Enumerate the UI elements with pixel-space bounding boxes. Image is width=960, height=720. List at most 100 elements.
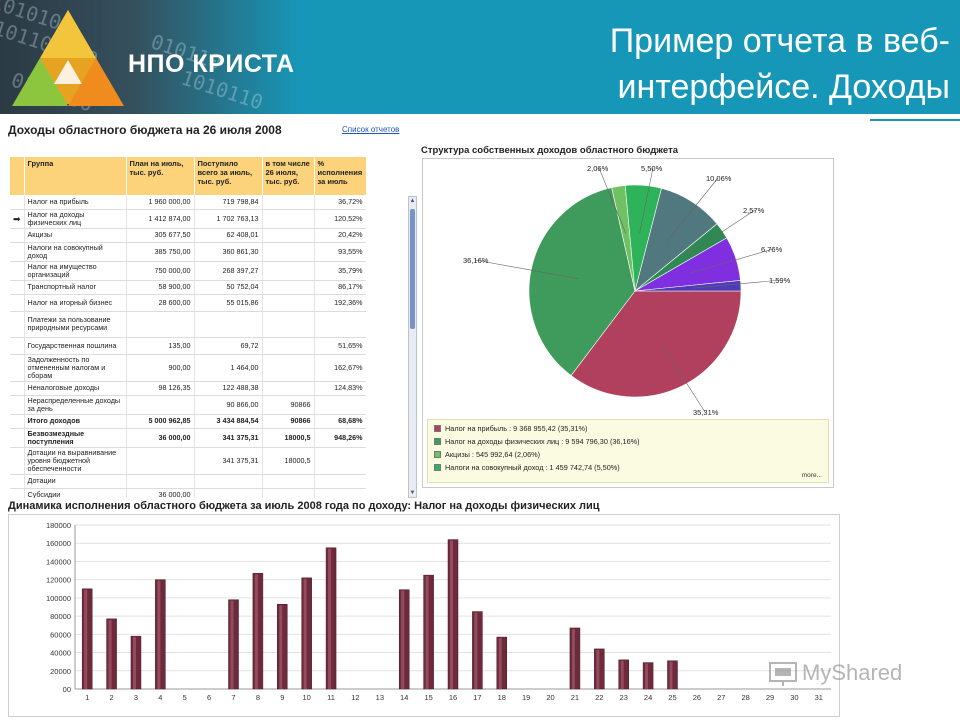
table-header-row: Группа План на июль, тыс. руб. Поступило… xyxy=(10,157,366,195)
row-day-value xyxy=(262,294,315,312)
table-row[interactable]: Нераспределенные доходы за день 90 866,00… xyxy=(10,395,366,415)
row-received-value: 122 488,38 xyxy=(194,381,263,396)
table-header-cell[interactable]: % исполнения за июль xyxy=(314,157,366,195)
table-row[interactable]: Субсидии 36 000,00 xyxy=(10,488,366,498)
table-header-marker xyxy=(10,157,25,195)
table-row[interactable]: Налог на игорный бизнес 28 600,00 55 015,8… xyxy=(10,294,366,312)
row-percent-value: 162,67% xyxy=(314,354,366,382)
row-marker-icon xyxy=(10,354,25,382)
legend-item[interactable]: Налоги на совокупный доход : 1 459 742,7… xyxy=(434,462,620,473)
row-marker-icon xyxy=(10,414,25,429)
row-plan-value xyxy=(126,311,195,338)
table-row[interactable]: Налог на имущество организаций 750 000,00… xyxy=(10,261,366,281)
table-header-cell[interactable]: Группа xyxy=(24,157,127,195)
row-day-value xyxy=(262,474,315,489)
logo-text: НПО КРИСТА xyxy=(128,50,295,78)
pie-slice[interactable] xyxy=(634,280,742,292)
table-header-cell[interactable]: Поступило всего за июль, тыс. руб. xyxy=(194,157,263,195)
x-tick-label: 7 xyxy=(231,693,235,702)
reports-list-link[interactable]: Список отчетов xyxy=(342,125,400,134)
pie-slice-label: 2,06% xyxy=(587,164,609,173)
report-title: Доходы областного бюджета на 26 июля 200… xyxy=(8,123,282,137)
pie-slice[interactable] xyxy=(570,290,742,398)
x-tick-label: 10 xyxy=(303,693,311,702)
row-received-value: 62 408,01 xyxy=(194,228,263,243)
y-tick-label: 120000 xyxy=(46,576,71,585)
legend-item[interactable]: Налог на доходы физических лиц : 9 594 7… xyxy=(434,436,640,447)
table-row[interactable]: Дотации на выравнивание уровня бюджетной… xyxy=(10,447,366,475)
row-percent-value: 124,83% xyxy=(314,381,366,396)
row-marker-icon xyxy=(10,474,25,489)
row-plan-value: 305 677,50 xyxy=(126,228,195,243)
table-row[interactable]: Платежи за пользование природными ресурс… xyxy=(10,311,366,338)
x-tick-label: 14 xyxy=(400,693,408,702)
legend-swatch xyxy=(434,425,441,432)
x-tick-label: 17 xyxy=(473,693,481,702)
row-day-value xyxy=(262,242,315,262)
pie-slice[interactable] xyxy=(528,187,636,376)
x-tick-label: 28 xyxy=(741,693,749,702)
row-received-value: 719 798,84 xyxy=(194,195,263,210)
legend-item[interactable]: Акцизы : 545 992,64 (2,06%) xyxy=(434,449,540,460)
row-received-value: 360 861,30 xyxy=(194,242,263,262)
x-tick-label: 31 xyxy=(815,693,823,702)
row-plan-value: 750 000,00 xyxy=(126,261,195,281)
bar-highlight xyxy=(328,548,332,689)
table-header-cell[interactable]: в том числе 26 июля, тыс. руб. xyxy=(262,157,315,195)
row-plan-value: 36 000,00 xyxy=(126,488,195,498)
bar-highlight xyxy=(571,628,575,689)
y-tick-label: 60000 xyxy=(50,630,71,639)
scroll-up-icon[interactable]: ▲ xyxy=(409,198,416,204)
table-row[interactable]: Государственная пошлина 135,00 69,72 51,65% xyxy=(10,337,366,355)
table-row[interactable]: Итого доходов 5 000 962,85 3 434 884,54 908… xyxy=(10,414,366,429)
table-header-cell[interactable]: План на июль, тыс. руб. xyxy=(126,157,195,195)
table-row[interactable]: Дотации xyxy=(10,474,366,489)
row-plan-value: 1 412 874,00 xyxy=(126,209,195,229)
bar-highlight xyxy=(620,660,624,689)
bar-highlight xyxy=(157,580,161,689)
row-percent-value: 86,17% xyxy=(314,280,366,295)
row-group-name: Платежи за пользование природными ресурс… xyxy=(24,311,127,338)
table-row[interactable]: ➡ Налог на доходы физических лиц 1 412 874… xyxy=(10,209,366,229)
row-day-value xyxy=(262,261,315,281)
row-plan-value xyxy=(126,395,195,415)
bar-highlight xyxy=(84,589,88,689)
row-received-value xyxy=(194,488,263,498)
y-tick-label: 40000 xyxy=(50,649,71,658)
table-row[interactable]: Налоги на совокупный доход 385 750,00 360 … xyxy=(10,242,366,262)
legend-swatch xyxy=(434,464,441,471)
row-received-value: 341 375,31 xyxy=(194,447,263,475)
table-row[interactable]: Задолженность по отмененным налогам и сб… xyxy=(10,354,366,382)
x-tick-label: 11 xyxy=(327,693,335,702)
row-group-name: Субсидии xyxy=(24,488,127,498)
row-plan-value: 900,00 xyxy=(126,354,195,382)
table-row[interactable]: Транспортный налог 58 900,00 50 752,04 86,1… xyxy=(10,280,366,295)
scroll-down-icon[interactable]: ▼ xyxy=(409,490,416,496)
legend-item[interactable]: Налог на прибыль : 9 368 955,42 (35,31%) xyxy=(434,423,587,434)
table-scrollbar[interactable]: ▲ ▼ xyxy=(408,196,417,498)
table-row[interactable]: Акцизы 305 677,50 62 408,01 20,42% xyxy=(10,228,366,243)
table-row[interactable]: Налог на прибыль 1 960 000,00 719 798,84 36… xyxy=(10,195,366,210)
row-day-value xyxy=(262,195,315,210)
x-tick-label: 21 xyxy=(571,693,579,702)
row-percent-value: 192,36% xyxy=(314,294,366,312)
row-percent-value: 51,65% xyxy=(314,337,366,355)
income-table: Группа План на июль, тыс. руб. Поступило… xyxy=(10,157,366,498)
row-plan-value: 98 126,35 xyxy=(126,381,195,396)
row-received-value: 50 752,04 xyxy=(194,280,263,295)
pie-slice-label: 36,16% xyxy=(463,256,489,265)
row-marker-icon: ➡ xyxy=(10,209,25,229)
table-row[interactable]: Безвозмездные поступления 36 000,00 341 37… xyxy=(10,428,366,448)
slide-title-line1: Пример отчета в веб- xyxy=(609,22,950,60)
x-tick-label: 19 xyxy=(522,693,530,702)
table-row[interactable]: Неналоговые доходы 98 126,35 122 488,38 124… xyxy=(10,381,366,396)
row-percent-value: 20,42% xyxy=(314,228,366,243)
row-received-value: 341 375,31 xyxy=(194,428,263,448)
row-group-name: Безвозмездные поступления xyxy=(24,428,127,448)
legend-more-link[interactable]: more... xyxy=(801,472,822,479)
x-tick-label: 12 xyxy=(351,693,359,702)
pie-slice-label: 10,06% xyxy=(706,174,732,183)
row-percent-value xyxy=(314,474,366,489)
row-percent-value xyxy=(314,311,366,338)
scroll-thumb[interactable] xyxy=(410,209,415,329)
